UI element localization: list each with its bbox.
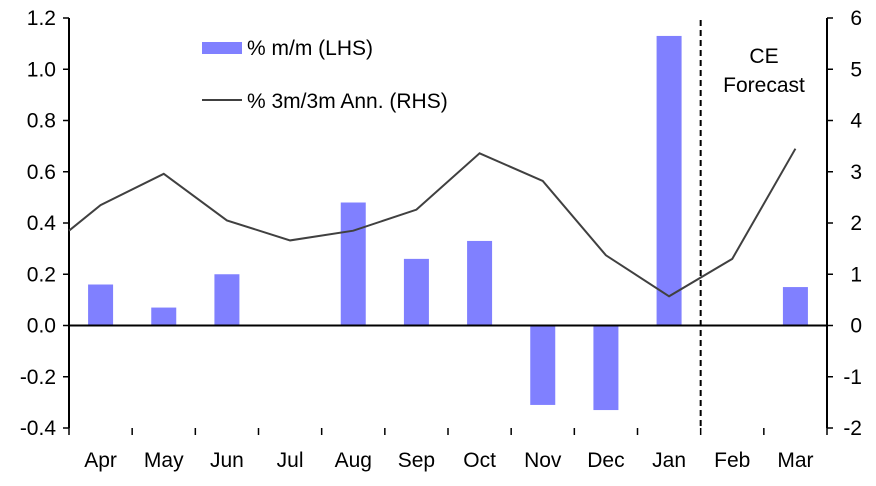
legend-label-line: % 3m/3m Ann. (RHS): [247, 90, 448, 113]
right-tick-label: 2: [850, 212, 862, 235]
left-tick-label: 1.0: [27, 58, 56, 81]
left-tick-label: 1.2: [27, 7, 56, 30]
bar-sep: [404, 259, 429, 326]
right-tick-label: 6: [850, 7, 862, 30]
right-tick-label: 0: [850, 315, 862, 338]
bar-nov: [530, 326, 555, 405]
legend-swatch-bar: [202, 42, 242, 54]
left-tick-label: 0.6: [27, 161, 56, 184]
x-tick-label: Oct: [463, 449, 496, 472]
left-tick-label: -0.2: [20, 366, 56, 389]
right-tick-label: -1: [843, 366, 862, 389]
x-tick-label: May: [144, 449, 184, 472]
x-tick-label: Nov: [524, 449, 562, 472]
x-tick-label: Dec: [587, 449, 624, 472]
left-tick-label: 0.0: [27, 315, 56, 338]
right-tick-label: 4: [850, 110, 862, 133]
bar-may: [151, 308, 176, 326]
bar-jan: [657, 36, 682, 326]
left-tick-label: 0.8: [27, 110, 56, 133]
bar-aug: [341, 203, 366, 326]
right-tick-label: -2: [843, 417, 862, 440]
legend-label-bar: % m/m (LHS): [247, 37, 373, 60]
x-tick-label: Jan: [652, 449, 686, 472]
x-tick-label: Aug: [335, 449, 372, 472]
bar-oct: [467, 241, 492, 326]
x-tick-label: Apr: [84, 449, 117, 472]
x-tick-label: Jul: [277, 449, 304, 472]
bar-apr: [88, 285, 113, 326]
x-tick-label: Sep: [398, 449, 435, 472]
x-tick-label: Feb: [714, 449, 750, 472]
legend: % m/m (LHS) % 3m/3m Ann. (RHS): [202, 37, 448, 113]
right-tick-label: 5: [850, 58, 862, 81]
line-series: [69, 149, 796, 297]
right-tick-label: 3: [850, 161, 862, 184]
left-tick-label: 0.2: [27, 263, 56, 286]
right-tick-label: 1: [850, 263, 862, 286]
left-tick-label: -0.4: [20, 417, 57, 440]
x-tick-label: Jun: [210, 449, 244, 472]
annotation-forecast: Forecast: [723, 74, 805, 97]
bar-dec: [593, 326, 618, 411]
left-tick-label: 0.4: [27, 212, 57, 235]
annotation-ce: CE: [749, 45, 778, 68]
line-path: [69, 149, 795, 297]
x-tick-label: Mar: [777, 449, 813, 472]
bar-jun: [214, 274, 239, 325]
bar-mar: [783, 287, 808, 325]
